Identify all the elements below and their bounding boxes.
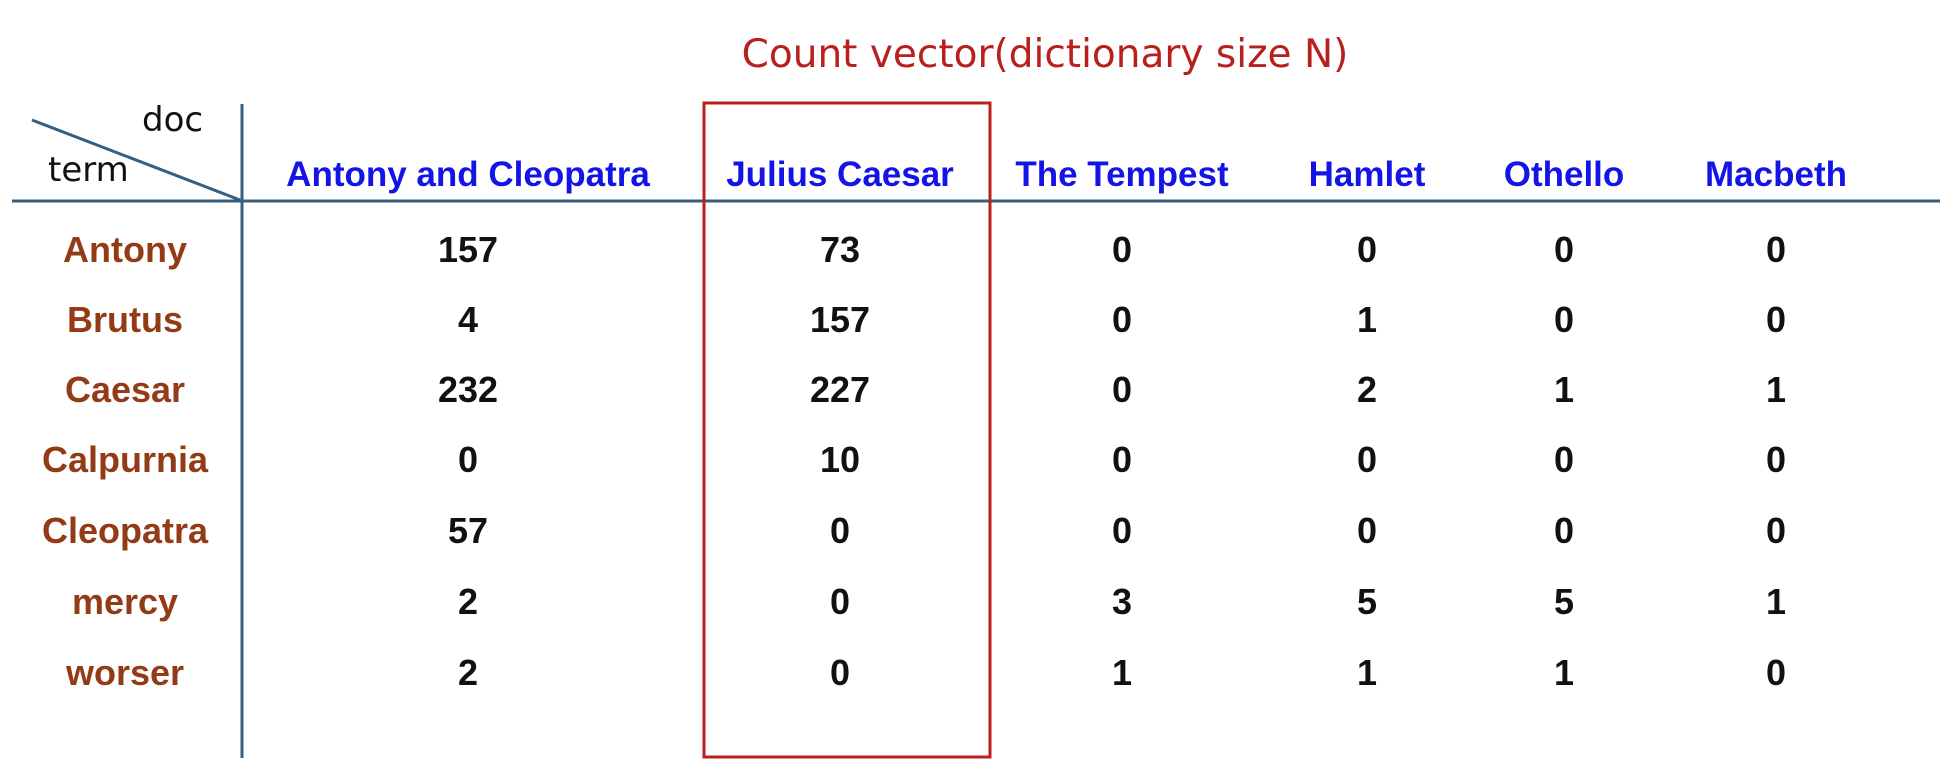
count-cell: 0 [1356, 510, 1378, 551]
row-label-calpurnia: Calpurnia [41, 439, 209, 480]
count-cell: 5 [1356, 581, 1378, 622]
count-cell: 2 [1356, 369, 1378, 410]
count-cell: 0 [829, 510, 851, 551]
count-cell: 1 [1356, 299, 1378, 340]
count-cell: 1 [1356, 652, 1378, 693]
count-cell: 10 [819, 439, 861, 480]
column-header-antony-and-cleopatra: Antony and Cleopatra [286, 155, 650, 194]
column-header-othello: Othello [1503, 155, 1625, 194]
count-cell: 0 [1553, 439, 1575, 480]
count-cell: 0 [1553, 229, 1575, 270]
count-cell: 1 [1111, 652, 1133, 693]
row-label-caesar: Caesar [64, 369, 186, 410]
count-cell: 1 [1765, 581, 1787, 622]
count-cell: 4 [457, 299, 479, 340]
count-cell: 0 [1765, 299, 1787, 340]
count-cell: 1 [1553, 369, 1575, 410]
column-header-julius-caesar: Julius Caesar [726, 155, 954, 194]
count-cell: 73 [819, 229, 861, 270]
row-label-brutus: Brutus [67, 299, 183, 340]
count-cell: 0 [1765, 229, 1787, 270]
column-header-hamlet: Hamlet [1308, 155, 1426, 194]
count-cell: 0 [1765, 652, 1787, 693]
count-cell: 5 [1553, 581, 1575, 622]
count-cell: 157 [809, 299, 871, 340]
count-cell: 0 [1356, 439, 1378, 480]
count-cell: 1 [1553, 652, 1575, 693]
count-cell: 3 [1111, 581, 1133, 622]
count-cell: 57 [447, 510, 489, 551]
count-cell: 1 [1765, 369, 1787, 410]
count-cell: 0 [1111, 510, 1133, 551]
count-vector-annotation: Count vector(dictionary size N) [741, 32, 1349, 77]
count-cell: 0 [1111, 369, 1133, 410]
count-cell: 157 [437, 229, 499, 270]
corner-doc-label: doc [142, 100, 204, 140]
count-cell: 2 [457, 652, 479, 693]
row-label-cleopatra: Cleopatra [41, 510, 209, 551]
count-cell: 0 [829, 652, 851, 693]
row-label-antony: Antony [63, 229, 187, 270]
count-cell: 227 [809, 369, 871, 410]
count-cell: 2 [457, 581, 479, 622]
corner-diagonal [31, 118, 241, 202]
count-cell: 0 [1111, 439, 1133, 480]
count-cell: 0 [457, 439, 479, 480]
count-cell: 0 [1553, 299, 1575, 340]
count-cell: 0 [829, 581, 851, 622]
highlight-box-julius-caesar [702, 101, 992, 759]
corner-term-label: term [48, 150, 129, 190]
count-cell: 0 [1111, 229, 1133, 270]
row-label-mercy: mercy [71, 581, 179, 622]
count-cell: 0 [1765, 510, 1787, 551]
row-label-worser: worser [65, 652, 185, 693]
count-cell: 0 [1553, 510, 1575, 551]
count-cell: 232 [437, 369, 499, 410]
count-cell: 0 [1356, 229, 1378, 270]
column-header-macbeth: Macbeth [1705, 155, 1847, 194]
count-cell: 0 [1765, 439, 1787, 480]
column-header-the-tempest: The Tempest [1015, 155, 1229, 194]
count-cell: 0 [1111, 299, 1133, 340]
